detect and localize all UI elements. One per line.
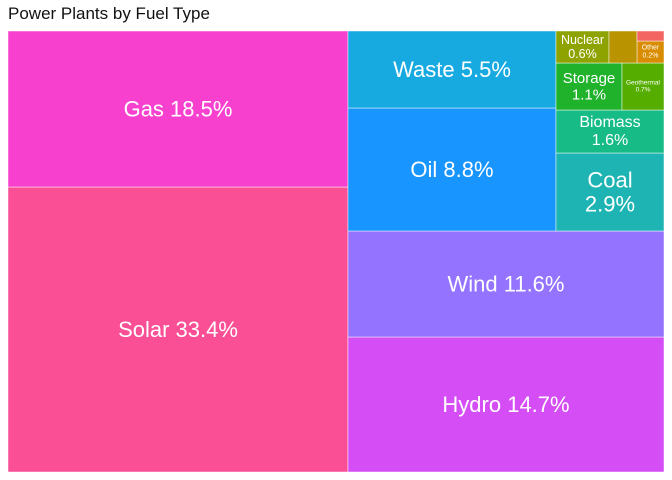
tile-value-geothermal: 0.7%: [636, 87, 651, 94]
tile-name-storage: Storage: [563, 70, 616, 87]
tile-value-biomass: 1.6%: [592, 132, 628, 149]
tile-rect-storage: [555, 62, 623, 111]
tile-rect-coal: [555, 152, 665, 232]
tile-oil: Oil 8.8%: [347, 107, 557, 232]
tile-value-storage: 1.1%: [572, 86, 606, 103]
tile-hydro: Hydro 14.7%: [347, 336, 665, 473]
tile-label-waste: Waste 5.5%: [393, 57, 511, 82]
tile-rect-hydro: [347, 336, 665, 473]
tile-label-oil: Oil 8.8%: [410, 157, 493, 182]
tile-unlabeled-2: [636, 30, 665, 42]
tile-unlabeled-1: [608, 30, 638, 64]
tile-rect-gas: [7, 30, 349, 188]
tile-name-other: Other: [642, 45, 660, 52]
tile-name-biomass: Biomass: [579, 114, 640, 131]
tile-value-coal: 2.9%: [585, 192, 635, 217]
tile-label-gas: Gas 18.5%: [124, 97, 233, 122]
tile-rect-biomass: [555, 109, 665, 154]
tile-wind: Wind 11.6%: [347, 230, 665, 338]
tile-name-geothermal: Geothermal: [626, 79, 661, 86]
tile-rect-wind: [347, 230, 665, 338]
tile-name-coal: Coal: [587, 167, 632, 192]
tile-label-wind: Wind 11.6%: [448, 272, 565, 297]
tile-rect-geothermal: [621, 62, 665, 111]
tile-label-solar: Solar 33.4%: [118, 317, 238, 342]
chart-title: Power Plants by Fuel Type: [8, 4, 210, 23]
tile-value-nuclear: 0.6%: [568, 47, 597, 61]
tile-gas: Gas 18.5%: [7, 30, 349, 188]
tile-rect-nuclear: [555, 30, 610, 64]
tile-waste: Waste 5.5%: [347, 30, 557, 109]
tile-rect-waste: [347, 30, 557, 109]
tile-solar: Solar 33.4%: [7, 186, 349, 473]
tile-label-hydro: Hydro 14.7%: [442, 392, 569, 417]
tile-name-nuclear: Nuclear: [561, 33, 604, 47]
tile-value-other: 0.2%: [643, 52, 659, 59]
